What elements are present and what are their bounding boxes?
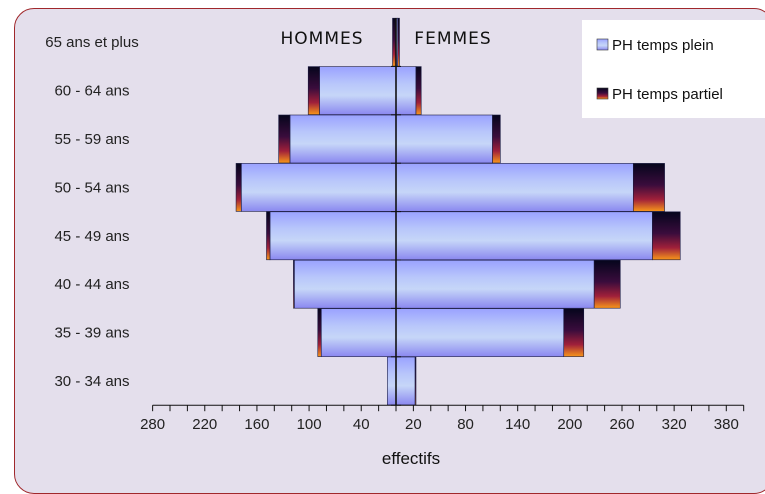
bar-femmes-plein [395, 308, 565, 357]
x-tick-label: 380 [714, 416, 739, 433]
bar-femmes-plein [395, 211, 653, 261]
bar-hommes-plein [319, 66, 397, 115]
legend-box [582, 20, 765, 118]
bar-femmes-plein [395, 163, 634, 212]
bar-hommes-plein [240, 163, 397, 212]
x-tick-label: 100 [297, 416, 322, 433]
bar-femmes-partiel [397, 17, 400, 67]
bar-hommes-partiel [266, 211, 271, 261]
bar-femmes-plein [395, 66, 417, 115]
x-axis-label: effectifs [382, 449, 440, 468]
bar-hommes-plein [320, 308, 397, 357]
category-label: 65 ans et plus [45, 34, 138, 51]
bar-hommes-partiel [317, 308, 322, 357]
bar-femmes-plein [395, 114, 493, 164]
bar-hommes-plein [294, 259, 397, 309]
bar-femmes-partiel [563, 308, 585, 357]
legend-label-plein: PH temps plein [612, 37, 714, 54]
bar-hommes-partiel [307, 66, 320, 115]
bar-hommes-partiel [235, 163, 242, 212]
legend-swatch-plein [596, 38, 609, 51]
x-tick-label: 40 [353, 416, 370, 433]
bar-hommes-plein [387, 356, 397, 406]
x-tick-label: 20 [405, 416, 422, 433]
bar-femmes-partiel [415, 66, 422, 115]
bar-femmes-partiel [652, 211, 681, 261]
hommes-label: HOMMES [280, 29, 363, 49]
x-tick-label: 140 [505, 416, 530, 433]
bar-femmes-partiel [492, 114, 501, 164]
bar-hommes-plein [289, 114, 397, 164]
x-tick-label: 220 [192, 416, 217, 433]
category-label: 55 - 59 ans [54, 131, 129, 148]
bar-hommes-plein [269, 211, 397, 261]
legend-label-partiel: PH temps partiel [612, 86, 723, 103]
x-tick-label: 280 [140, 416, 165, 433]
bar-femmes-partiel [632, 163, 665, 212]
pyramid-chart: 30 - 34 ans 35 - 39 ans 40 - 44 ans 45 - 49… [45, 17, 765, 468]
category-label: 60 - 64 ans [54, 83, 129, 100]
category-label: 50 - 54 ans [54, 179, 129, 196]
category-label: 30 - 34 ans [54, 373, 129, 390]
bar-hommes-partiel [293, 259, 295, 309]
x-tick-label: 260 [609, 416, 634, 433]
bar-femmes-partiel [414, 356, 417, 406]
bar-femmes-partiel [593, 259, 621, 309]
x-tick-label: 160 [244, 416, 269, 433]
bar-femmes-plein [395, 356, 416, 406]
bar-hommes-partiel [278, 114, 291, 164]
legend-swatch-partiel [596, 87, 609, 100]
x-tick-label: 80 [457, 416, 474, 433]
x-tick-label: 200 [557, 416, 582, 433]
x-tick-label: 320 [662, 416, 687, 433]
category-label: 35 - 39 ans [54, 325, 129, 342]
femmes-label: FEMMES [414, 29, 491, 49]
category-label: 40 - 44 ans [54, 276, 129, 293]
category-label: 45 - 49 ans [54, 228, 129, 245]
bar-femmes-plein [395, 259, 595, 309]
